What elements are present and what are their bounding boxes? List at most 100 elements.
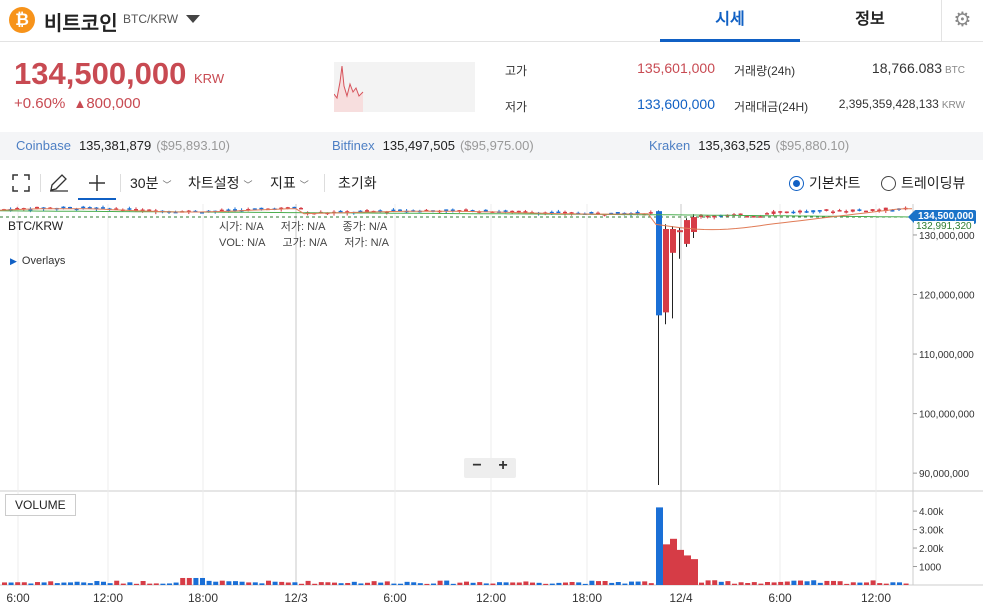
coin-select-caret-icon[interactable] bbox=[186, 15, 200, 23]
fullscreen-icon[interactable] bbox=[12, 166, 30, 200]
volume-bar bbox=[563, 582, 568, 585]
volume-bar bbox=[464, 581, 469, 585]
x-tick-label: 12:00 bbox=[861, 591, 891, 604]
exchange-name[interactable]: Bitfinex bbox=[332, 138, 375, 153]
current-price-tag: 134,500,000 bbox=[908, 210, 976, 224]
exchange-krw: 135,363,525 bbox=[698, 138, 771, 153]
chart-settings-select[interactable]: 차트설정 ﹀ bbox=[188, 166, 253, 200]
exchange-name[interactable]: Kraken bbox=[649, 138, 691, 153]
zoom-out-button[interactable]: − bbox=[472, 457, 482, 474]
x-tick-label: 12/4 bbox=[669, 591, 693, 604]
candle-body bbox=[699, 214, 703, 217]
volume-bar bbox=[246, 582, 252, 585]
volume-bar bbox=[784, 581, 790, 585]
volume-bar bbox=[28, 583, 34, 585]
x-tick-label: 6:00 bbox=[383, 591, 407, 604]
volume-tick-label: 2.00k bbox=[919, 544, 944, 555]
volume-bar bbox=[94, 581, 100, 585]
interval-select[interactable]: 30분 ﹀ bbox=[130, 166, 171, 200]
y-tick-label: 120,000,000 bbox=[919, 291, 975, 302]
exchange-name[interactable]: Coinbase bbox=[16, 138, 71, 153]
coin-name[interactable]: 비트코인 bbox=[44, 13, 118, 35]
legend-value: N/A bbox=[307, 221, 326, 233]
coin-pair[interactable]: BTC/KRW bbox=[123, 12, 179, 26]
volume-bar bbox=[35, 582, 40, 585]
price-sparkline bbox=[333, 62, 475, 112]
y-tick-label: 90,000,000 bbox=[919, 469, 969, 480]
volume-bar bbox=[186, 577, 192, 585]
change-amount: 800,000 bbox=[86, 95, 141, 112]
volume-bar bbox=[516, 582, 522, 585]
indicators-select[interactable]: 지표 ﹀ bbox=[270, 166, 309, 200]
candle-body bbox=[398, 209, 402, 212]
reset-button[interactable]: 초기화 bbox=[338, 175, 377, 191]
volume-bar bbox=[831, 580, 836, 585]
amount-24h-unit: KRW bbox=[941, 100, 965, 111]
price-chart[interactable]: 6:00 12:00 18:00 12/3 6:00 12:00 18:00 12/4 6:00… bbox=[0, 204, 983, 604]
spike-candle-body bbox=[663, 229, 669, 313]
legend-key: 종가: bbox=[342, 221, 366, 233]
exchange-usd: ($95,880.10) bbox=[775, 138, 850, 153]
tab-info[interactable]: 정보 bbox=[855, 11, 885, 28]
volume-bar bbox=[536, 582, 542, 585]
crosshair-icon[interactable] bbox=[78, 166, 116, 200]
volume-bar bbox=[219, 580, 225, 585]
candle-body bbox=[615, 212, 620, 215]
volume-bar bbox=[140, 580, 146, 585]
candle-body bbox=[101, 207, 105, 209]
caret-right-icon: ▶ bbox=[10, 256, 17, 266]
volume-bar bbox=[615, 582, 621, 585]
volume-bar bbox=[318, 582, 324, 585]
candle-body bbox=[35, 206, 39, 209]
spike-volume-bar bbox=[684, 555, 691, 585]
volume-bar bbox=[602, 581, 608, 585]
volume-bar bbox=[576, 582, 582, 585]
spike-candle-body bbox=[677, 230, 683, 233]
gear-icon[interactable]: ⚙ bbox=[941, 0, 983, 42]
volume-bar bbox=[635, 581, 641, 585]
candle-body bbox=[252, 208, 257, 210]
volume-bar bbox=[549, 583, 555, 585]
volume-bar bbox=[345, 582, 351, 585]
volume-bar bbox=[68, 582, 73, 585]
y-tick-label: 130,000,000 bbox=[919, 231, 975, 242]
volume-bar bbox=[384, 581, 390, 585]
candle-body bbox=[140, 209, 145, 212]
volume-bar bbox=[61, 582, 67, 585]
volume-24h-unit: BTC bbox=[945, 65, 965, 76]
volume-bar bbox=[325, 582, 331, 585]
draw-pencil-icon[interactable] bbox=[49, 166, 69, 200]
tab-price[interactable]: 시세 bbox=[660, 0, 800, 42]
volume-bar bbox=[206, 580, 212, 585]
exchange-kraken: Kraken 135,363,525 ($95,880.10) bbox=[649, 132, 849, 160]
candle-body bbox=[751, 216, 756, 218]
spike-volume-bar bbox=[663, 544, 670, 585]
spike-candle-body bbox=[670, 229, 676, 253]
change-percent: +0.60% bbox=[14, 95, 66, 112]
volume-bar bbox=[811, 580, 817, 585]
volume-bar bbox=[48, 581, 54, 585]
candle-body bbox=[791, 211, 796, 214]
candle-body bbox=[589, 212, 594, 214]
view-tradingview-radio[interactable]: 트레이딩뷰 bbox=[881, 166, 965, 200]
candle-body bbox=[219, 209, 224, 212]
exchange-bitfinex: Bitfinex 135,497,505 ($95,975.00) bbox=[332, 132, 534, 160]
zoom-in-button[interactable]: + bbox=[498, 457, 508, 474]
high-label: 고가 bbox=[505, 64, 528, 78]
volume-bar bbox=[226, 581, 232, 585]
view-basic-radio[interactable]: 기본차트 bbox=[789, 166, 861, 200]
candle-body bbox=[464, 209, 468, 211]
volume-bar bbox=[622, 583, 628, 585]
legend-value: N/A bbox=[247, 237, 266, 249]
candle-body bbox=[648, 212, 653, 214]
volume-bar bbox=[497, 582, 502, 585]
legend-value: N/A bbox=[368, 221, 388, 233]
volume-bar bbox=[371, 581, 377, 585]
candle-body bbox=[483, 209, 488, 212]
volume-bar bbox=[180, 577, 186, 585]
chart-canvas[interactable]: 6:00 12:00 18:00 12/3 6:00 12:00 18:00 12/4 6:00… bbox=[0, 204, 983, 604]
volume-bar bbox=[477, 582, 483, 585]
candle-body bbox=[87, 207, 92, 209]
candle-body bbox=[556, 211, 561, 214]
overlays-toggle[interactable]: ▶ Overlays bbox=[10, 255, 65, 267]
